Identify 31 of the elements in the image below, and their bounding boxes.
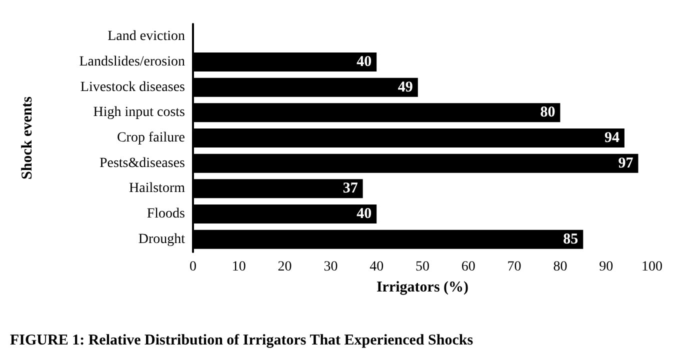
data-label: 85 bbox=[563, 231, 578, 248]
data-label: 80 bbox=[540, 104, 556, 121]
y-axis-title: Shock events bbox=[20, 96, 36, 180]
data-label: 97 bbox=[618, 155, 634, 172]
x-tick-label: 50 bbox=[416, 260, 430, 274]
y-tick-label: Land eviction bbox=[108, 29, 185, 44]
x-tick-label: 10 bbox=[232, 260, 246, 274]
y-tick-label: Crop failure bbox=[116, 130, 185, 146]
y-tick-label: Pests&diseases bbox=[99, 156, 185, 171]
x-tick-label: 30 bbox=[324, 260, 338, 274]
x-tick-label: 40 bbox=[370, 260, 384, 274]
x-tick-label: 90 bbox=[599, 260, 614, 274]
x-axis-title: Irrigators (%) bbox=[376, 280, 469, 296]
data-label: 37 bbox=[342, 180, 358, 197]
y-tick-label: Livestock diseases bbox=[80, 80, 185, 95]
x-tick-label: 20 bbox=[278, 260, 292, 274]
x-tick-label: 0 bbox=[190, 260, 196, 274]
y-tick-label: Floods bbox=[146, 206, 185, 222]
y-tick-label: Drought bbox=[138, 232, 186, 247]
data-label: 40 bbox=[356, 54, 372, 70]
caption: FIGURE 1: Relative Distribution of Irrigators That Experienced Shocks bbox=[10, 332, 474, 348]
data-label: 94 bbox=[604, 130, 620, 146]
y-tick-label: Hailstorm bbox=[129, 181, 186, 196]
x-tick-label: 100 bbox=[642, 260, 662, 274]
x-tick-label: 80 bbox=[553, 260, 568, 274]
x-tick-label: 60 bbox=[461, 260, 476, 274]
y-tick-label: High input costs bbox=[93, 105, 185, 120]
x-tick-label: 70 bbox=[507, 260, 522, 274]
y-tick-label: Landslides/erosion bbox=[79, 54, 185, 70]
data-label: 49 bbox=[398, 79, 413, 96]
data-label: 40 bbox=[356, 206, 372, 222]
